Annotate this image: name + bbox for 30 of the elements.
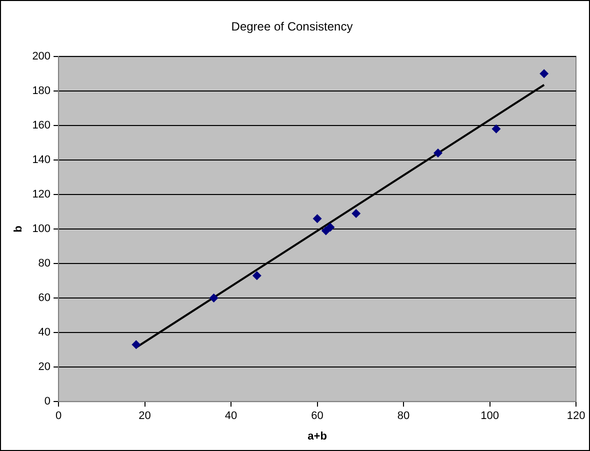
x-tick-label: 80 [397,410,410,422]
point [540,69,549,78]
point [352,208,361,218]
y-tick-label: 80 [38,258,51,270]
point [132,340,141,350]
point [434,148,443,158]
y-tick-label: 200 [32,50,51,62]
point [209,294,218,303]
y-tick-label: 40 [38,326,51,339]
point [492,124,501,134]
y-tick-label: 0 [44,396,51,408]
x-tick-label: 40 [224,410,238,422]
chart-title: Degree of Consistency [231,20,353,34]
y-tick-label: 160 [32,119,51,132]
point [326,222,335,232]
x-axis-title: a+b [308,430,328,442]
x-tick-label: 20 [138,410,151,422]
y-tick-label: 180 [32,84,51,97]
y-tick-label: 20 [38,361,51,374]
x-tick-label: 120 [566,410,586,422]
point [252,271,262,280]
y-axis-title: b [12,225,25,232]
y-tick-label: 120 [32,188,51,201]
x-tick-label: 60 [311,410,324,422]
y-tick-label: 60 [38,292,51,304]
x-tick-label: 0 [55,410,62,422]
y-tick-label: 140 [32,154,51,166]
x-tick-label: 100 [480,410,499,422]
y-tick-label: 100 [32,223,51,236]
point [312,214,322,224]
